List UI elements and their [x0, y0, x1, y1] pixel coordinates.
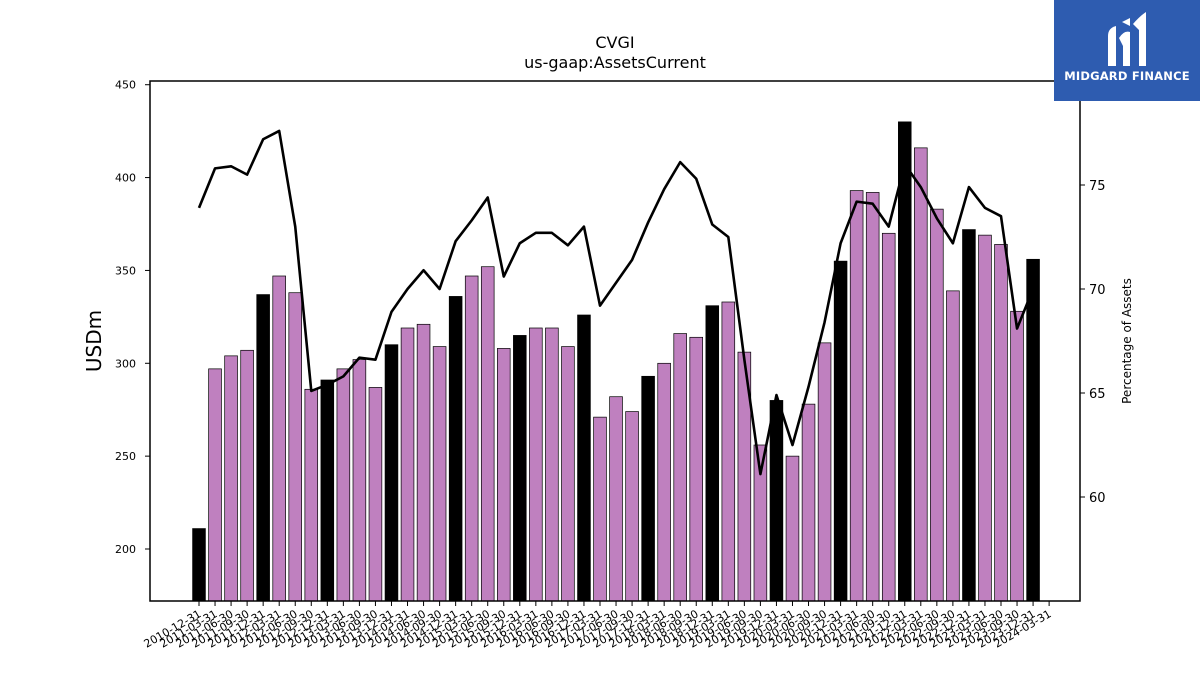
percentage-line	[197, 129, 1035, 476]
y-tick-label: 350	[115, 264, 136, 277]
bar	[946, 290, 960, 602]
bar	[240, 349, 254, 602]
bar	[673, 333, 687, 602]
bar	[561, 346, 575, 602]
bar	[849, 190, 864, 602]
bar	[384, 344, 399, 602]
y-tick-label: 200	[115, 543, 136, 556]
bar	[432, 346, 447, 602]
bar	[641, 375, 655, 602]
bar	[817, 342, 832, 602]
line-series	[197, 129, 1035, 476]
y2-axis-label: Percentage of Assets	[1120, 278, 1134, 404]
bar	[994, 244, 1008, 602]
y-tick-label: 300	[115, 357, 136, 370]
bar	[609, 396, 623, 602]
y-tick-label: 400	[115, 172, 136, 185]
bar	[833, 260, 848, 602]
bar	[448, 296, 463, 602]
bar	[545, 327, 559, 602]
bar	[1010, 310, 1024, 602]
bar	[865, 192, 880, 602]
bar	[480, 266, 495, 602]
bar	[288, 292, 302, 602]
bar	[272, 275, 286, 602]
y2-tick-label: 75	[1089, 179, 1106, 194]
bar	[304, 388, 319, 602]
brand-name: MIDGARD FINANCE	[1064, 69, 1190, 83]
bar	[224, 355, 238, 602]
bar	[914, 147, 928, 602]
bar	[593, 416, 607, 602]
bar	[657, 362, 671, 602]
bar	[368, 387, 383, 602]
y2-axis: 60 65 70 75	[1080, 179, 1106, 506]
y-tick-label: 250	[115, 450, 136, 463]
bar	[962, 229, 976, 602]
bar	[689, 336, 703, 602]
bar	[336, 368, 351, 602]
brand-logo: MIDGARD FINANCE	[1054, 0, 1200, 101]
bar	[529, 327, 543, 602]
bar	[785, 455, 800, 602]
bar	[208, 368, 222, 602]
bar	[400, 327, 415, 602]
bar	[881, 232, 896, 602]
bar	[1026, 258, 1040, 602]
y2-tick-label: 60	[1089, 491, 1106, 506]
bar	[769, 400, 784, 602]
bar	[721, 301, 736, 602]
bar	[256, 294, 270, 602]
bar	[930, 208, 944, 602]
bar	[352, 359, 367, 602]
bar	[464, 275, 479, 602]
bar	[416, 323, 431, 602]
y-axis: 200 250 300 350 400 450	[115, 79, 150, 556]
bar	[577, 314, 591, 602]
bar	[513, 335, 527, 602]
bar-series	[192, 121, 1040, 602]
y2-tick-label: 70	[1089, 283, 1106, 298]
bar	[497, 348, 511, 602]
chart-subtitle: us-gaap:AssetsCurrent	[524, 53, 706, 72]
y2-tick-label: 65	[1089, 387, 1106, 402]
midgard-m-logo-icon	[1108, 12, 1146, 67]
chart-title: CVGI	[595, 33, 634, 52]
bar	[320, 379, 335, 602]
bar	[625, 411, 639, 602]
bar	[978, 234, 992, 602]
bar	[705, 305, 720, 602]
y-axis-label: USDm	[82, 310, 106, 372]
x-axis: 2010-12-312011-03-312011-06-302011-09-30…	[142, 601, 1054, 651]
y-tick-label: 450	[115, 79, 136, 92]
plot-frame	[149, 80, 1081, 602]
bar	[898, 121, 912, 602]
bar	[192, 528, 206, 602]
bar	[801, 403, 816, 602]
